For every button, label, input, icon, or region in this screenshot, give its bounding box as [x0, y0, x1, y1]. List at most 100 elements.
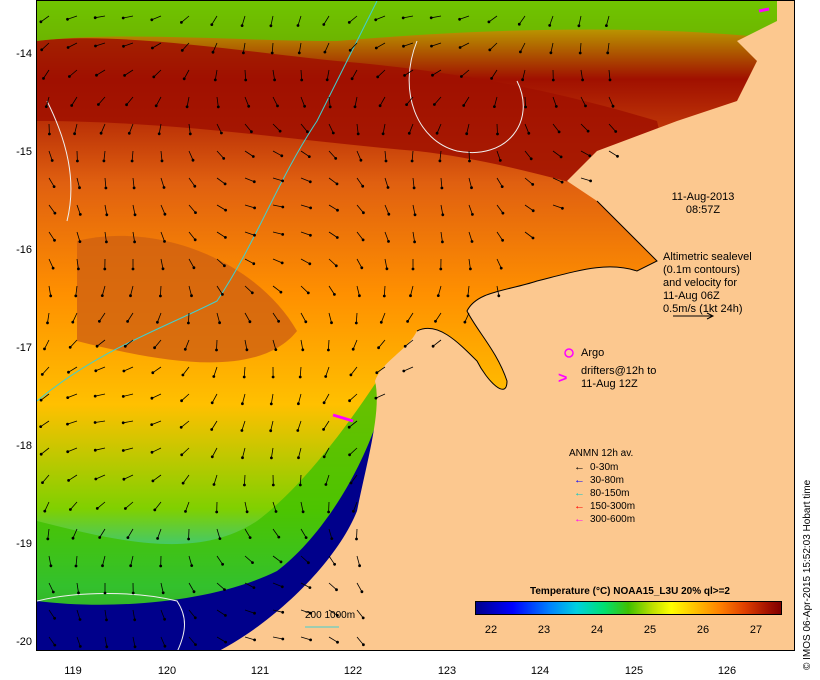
velocity-vector-head [51, 590, 55, 594]
velocity-vector [356, 231, 364, 241]
velocity-vector [216, 528, 221, 539]
velocity-vector-head [347, 425, 351, 429]
velocity-vector-head [95, 344, 99, 348]
velocity-vector [44, 339, 50, 350]
velocity-vector-head [379, 320, 383, 324]
velocity-vector-head [73, 132, 76, 136]
velocity-vector [104, 609, 107, 620]
velocity-vector-head [608, 78, 612, 82]
velocity-vector-head [122, 477, 126, 481]
velocity-vector-head [104, 186, 108, 190]
velocity-vector [300, 231, 311, 236]
velocity-vector [461, 69, 470, 77]
velocity-vector-head [98, 319, 101, 323]
velocity-vector-head [278, 129, 282, 133]
velocity-vector [188, 636, 196, 645]
velocity-vector [431, 15, 442, 19]
velocity-vector-head [280, 261, 284, 265]
velocity-vector-head [403, 74, 406, 77]
velocity-vector-head [66, 17, 69, 21]
velocity-vector [48, 285, 52, 296]
velocity-vector-head [50, 159, 54, 162]
velocity-vector [356, 528, 358, 540]
velocity-vector-head [252, 180, 256, 184]
velocity-vector-head [224, 640, 228, 644]
velocity-vector [181, 393, 190, 401]
velocity-vector [151, 393, 162, 399]
velocity-vector-head [39, 452, 43, 456]
velocity-vector-head [324, 483, 328, 486]
velocity-vector-head [281, 179, 284, 183]
velocity-vector [376, 42, 386, 49]
velocity-vector [41, 42, 50, 51]
velocity-vector-head [359, 158, 363, 162]
velocity-vector-head [71, 320, 75, 324]
velocity-vector [328, 177, 338, 185]
velocity-vector-head [150, 396, 154, 400]
velocity-vector [241, 420, 246, 431]
velocity-vector [579, 42, 582, 54]
velocity-vector-head [519, 50, 522, 54]
velocity-vector-head [253, 233, 256, 237]
velocity-vector [244, 96, 250, 107]
velocity-vector-head [554, 105, 558, 108]
velocity-vector-head [441, 213, 445, 217]
velocity-vector-head [281, 610, 285, 614]
velocity-vector-head [322, 401, 326, 405]
velocity-vector-head [77, 591, 80, 595]
velocity-vector-head [411, 267, 415, 271]
velocity-vector-head [334, 264, 338, 268]
velocity-vector [580, 69, 583, 80]
anmn-legend-label: 30-80m [590, 475, 624, 486]
velocity-vector-head [493, 105, 496, 108]
velocity-vector-head [150, 423, 154, 426]
velocity-vector-head [66, 422, 69, 426]
velocity-vector [377, 69, 386, 78]
anmn-legend-label: 150-300m [590, 501, 636, 512]
velocity-vector [68, 366, 78, 373]
velocity-vector-head [131, 591, 135, 595]
velocity-vector-head [559, 155, 563, 159]
velocity-vector [188, 204, 196, 213]
velocity-vector [380, 312, 386, 323]
velocity-vector [489, 42, 498, 51]
velocity-vector-head [361, 238, 365, 242]
velocity-vector [160, 150, 163, 161]
velocity-vector-head [40, 373, 44, 376]
velocity-vector [96, 339, 106, 347]
velocity-vector [211, 447, 218, 457]
velocity-vector [524, 96, 526, 108]
velocity-vector-head [588, 154, 592, 158]
velocity-vector-head [470, 240, 474, 243]
lat-tick-label: -20 [16, 636, 32, 648]
velocity-vector [42, 366, 50, 375]
lat-tick-label: -14 [16, 48, 32, 60]
velocity-vector-head [48, 132, 51, 136]
velocity-vector [216, 582, 225, 590]
velocity-vector [300, 177, 311, 183]
velocity-vector-head [163, 212, 167, 216]
velocity-vector-head [549, 51, 553, 55]
lon-tick-label: 119 [64, 665, 82, 677]
velocity-vector [436, 123, 442, 134]
velocity-vector-head [151, 479, 155, 483]
velocity-vector [379, 96, 386, 106]
velocity-vector [127, 312, 134, 322]
velocity-vector-head [297, 402, 300, 406]
velocity-vector-head [374, 18, 378, 22]
velocity-vector-head [436, 294, 440, 297]
velocity-vector-head [163, 644, 167, 648]
velocity-vector-head [276, 104, 279, 108]
land-mass [220, 1, 794, 650]
velocity-vector-head [521, 78, 524, 82]
velocity-vector [151, 420, 162, 425]
velocity-vector-head [185, 105, 189, 109]
velocity-vector-head [304, 536, 308, 539]
map-panel[interactable]: > 11-Aug-2013 08:57Z Altimetric sealevel… [36, 0, 795, 651]
velocity-vector [102, 555, 106, 566]
velocity-vector-head [39, 425, 43, 428]
velocity-vector [48, 636, 56, 646]
velocity-vector [95, 420, 106, 423]
velocity-vector [160, 609, 165, 620]
anmn-legend-label: 0-30m [590, 462, 619, 473]
